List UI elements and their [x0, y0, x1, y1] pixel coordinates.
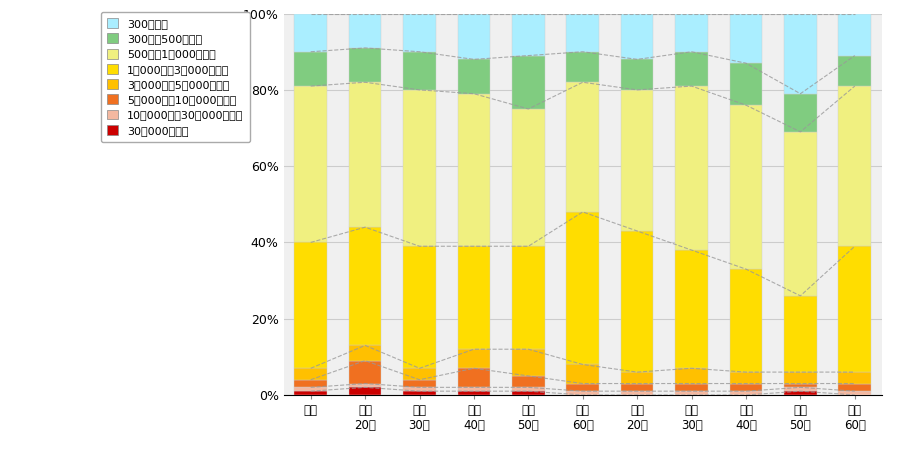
Bar [784, 132, 816, 296]
Bar [349, 82, 382, 227]
Bar [457, 368, 490, 387]
Bar [457, 246, 490, 349]
Bar [730, 391, 762, 395]
Bar [675, 250, 708, 368]
Bar [621, 14, 653, 59]
Bar [349, 227, 382, 345]
Bar [294, 391, 327, 395]
Bar [784, 14, 816, 94]
Bar [621, 391, 653, 395]
Bar [566, 14, 599, 52]
Bar [294, 52, 327, 86]
Bar [349, 14, 382, 48]
Bar [512, 376, 544, 387]
Bar [512, 109, 544, 246]
Bar [675, 86, 708, 250]
Bar [730, 372, 762, 384]
Bar [839, 86, 871, 246]
Legend: 300円未満, 300円～500円未満, 500円～1，000円未満, 1，000円～3，000円未満, 3，000円～5，000円未満, 5，000円～10，: 300円未満, 300円～500円未満, 500円～1，000円未満, 1，00… [101, 11, 250, 142]
Bar [566, 391, 599, 395]
Bar [512, 14, 544, 55]
Bar [784, 372, 816, 384]
Bar [839, 372, 871, 384]
Bar [730, 384, 762, 391]
Bar [457, 387, 490, 391]
Bar [675, 384, 708, 391]
Bar [784, 391, 816, 395]
Bar [403, 368, 436, 380]
Bar [839, 391, 871, 395]
Bar [730, 105, 762, 269]
Bar [403, 380, 436, 387]
Bar [839, 14, 871, 55]
Bar [457, 349, 490, 368]
Bar [730, 269, 762, 372]
Bar [566, 82, 599, 212]
Bar [457, 14, 490, 59]
Bar [621, 384, 653, 391]
Bar [349, 360, 382, 384]
Bar [294, 387, 327, 391]
Bar [566, 212, 599, 365]
Bar [294, 380, 327, 387]
Bar [349, 345, 382, 360]
Bar [784, 296, 816, 372]
Bar [457, 94, 490, 246]
Bar [512, 349, 544, 376]
Bar [403, 90, 436, 246]
Bar [294, 14, 327, 52]
Bar [730, 63, 762, 105]
Bar [403, 391, 436, 395]
Bar [784, 384, 816, 387]
Bar [566, 365, 599, 384]
Bar [675, 368, 708, 384]
Bar [566, 52, 599, 82]
Bar [403, 52, 436, 90]
Bar [457, 59, 490, 94]
Bar [621, 231, 653, 372]
Bar [457, 391, 490, 395]
Bar [403, 387, 436, 391]
Bar [730, 14, 762, 63]
Bar [403, 14, 436, 52]
Bar [784, 387, 816, 391]
Bar [839, 246, 871, 372]
Bar [512, 246, 544, 349]
Bar [621, 90, 653, 231]
Bar [512, 387, 544, 391]
Bar [294, 242, 327, 368]
Bar [675, 391, 708, 395]
Bar [566, 384, 599, 391]
Bar [839, 384, 871, 391]
Bar [349, 48, 382, 82]
Bar [294, 86, 327, 242]
Bar [839, 55, 871, 86]
Bar [675, 14, 708, 52]
Bar [621, 372, 653, 384]
Bar [294, 368, 327, 380]
Bar [621, 59, 653, 90]
Bar [675, 52, 708, 86]
Bar [512, 391, 544, 395]
Bar [349, 384, 382, 387]
Bar [512, 55, 544, 109]
Bar [349, 387, 382, 395]
Bar [403, 246, 436, 368]
Bar [784, 94, 816, 132]
